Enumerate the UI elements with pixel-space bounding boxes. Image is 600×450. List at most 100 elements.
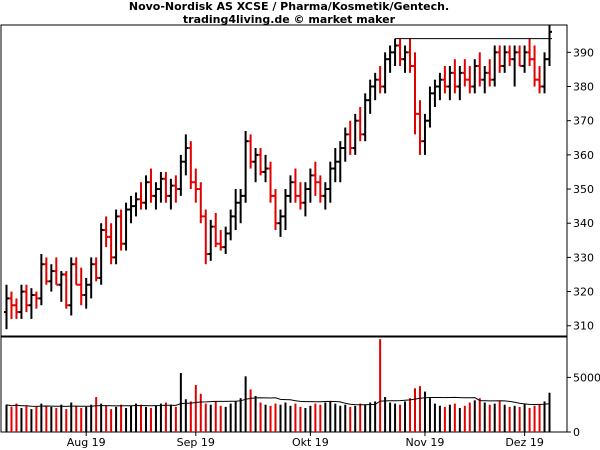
ohlc-bar — [287, 175, 293, 203]
ohlc-bar — [68, 257, 74, 316]
ohlc-bar — [342, 127, 348, 162]
ohlc-bar — [512, 45, 518, 87]
ohlc-bar — [188, 141, 194, 190]
volume-panel-frame — [0, 336, 568, 433]
ohlc-bar — [13, 298, 19, 319]
price-panel-frame — [0, 24, 568, 337]
chart-subtitle: trading4living.de © market maker — [182, 13, 396, 26]
ohlc-bar — [233, 189, 239, 231]
ohlc-bar — [382, 52, 388, 94]
price-tick-label: 330 — [573, 251, 594, 264]
price-tick-label: 340 — [573, 217, 594, 230]
ohlc-bar — [357, 107, 363, 142]
ohlc-bar — [277, 209, 283, 237]
ohlc-bar — [517, 45, 523, 68]
ohlc-bar — [337, 141, 343, 183]
ohlc-bar — [258, 148, 264, 176]
ohlc-bar — [78, 267, 84, 306]
ohlc-bar — [392, 38, 398, 67]
ohlc-bar — [322, 182, 328, 210]
ohlc-bar — [273, 189, 279, 231]
ohlc-bar — [402, 45, 408, 73]
chart-title-block: Novo-Nordisk AS XCSE / Pharma/Kosmetik/G… — [0, 0, 578, 26]
ohlc-bar — [148, 168, 154, 203]
volume-bars — [5, 339, 551, 432]
ohlc-bar — [377, 66, 383, 94]
ohlc-bar — [3, 284, 9, 330]
ohlc-bar — [98, 223, 104, 285]
ohlc-bar — [502, 45, 508, 73]
ohlc-bar — [83, 277, 89, 309]
ohlc-bar — [103, 216, 109, 248]
time-tick-label: Sep 19 — [177, 436, 215, 449]
ohlc-bar — [248, 134, 254, 169]
ohlc-bar — [527, 38, 533, 67]
ohlc-bar — [477, 52, 483, 87]
ohlc-bar — [462, 59, 468, 87]
ohlc-bar — [108, 223, 114, 265]
ohlc-bar — [472, 59, 478, 94]
ohlc-bar — [28, 288, 34, 319]
ohlc-bar — [268, 161, 274, 203]
ohlc-bar — [93, 257, 99, 282]
ohlc-bar — [168, 178, 174, 210]
price-tick-label: 350 — [573, 183, 594, 196]
ohlc-bar — [437, 72, 443, 101]
ohlc-bar — [118, 209, 124, 251]
ohlc-bar — [123, 202, 129, 251]
ohlc-bar — [158, 171, 164, 203]
ohlc-bar — [417, 100, 423, 155]
ohlc-bar — [238, 189, 244, 224]
ohlc-bar — [43, 257, 49, 285]
ohlc-bar — [397, 38, 403, 67]
volume-average-line — [6, 396, 550, 407]
price-tick-label: 360 — [573, 149, 594, 162]
ohlc-bar — [367, 79, 373, 114]
chart-title: Novo-Nordisk AS XCSE / Pharma/Kosmetik/G… — [128, 0, 450, 13]
ohlc-bar — [542, 52, 548, 94]
ohlc-bar — [457, 66, 463, 101]
ohlc-bar — [492, 45, 498, 87]
ohlc-bar — [53, 257, 59, 286]
ohlc-bar — [223, 226, 229, 254]
volume-axis: 0 5000 — [567, 371, 600, 439]
ohlc-bar — [297, 182, 303, 210]
ohlc-bar — [138, 182, 144, 210]
ohlc-bar — [193, 168, 199, 203]
ohlc-bar — [18, 284, 24, 319]
ohlc-bar — [183, 134, 189, 176]
ohlc-bar — [292, 168, 298, 203]
ohlc-bar — [447, 66, 453, 101]
ohlc-bar — [33, 291, 39, 309]
ohlc-bar — [327, 161, 333, 203]
ohlc-bar — [372, 72, 378, 101]
price-tick-label: 370 — [573, 115, 594, 128]
ohlc-bar — [432, 79, 438, 108]
ohlc-bar — [332, 148, 338, 183]
ohlc-bar — [422, 113, 428, 155]
ohlc-bar — [497, 45, 503, 73]
ohlc-bar — [48, 264, 54, 292]
ohlc-bar — [547, 25, 553, 67]
ohlc-bar — [88, 257, 94, 299]
volume-tick-label: 0 — [573, 426, 580, 439]
time-tick-label: Aug 19 — [67, 436, 106, 449]
ohlc-bar — [8, 291, 14, 319]
volume-tick-label: 5000 — [573, 371, 600, 384]
ohlc-bar — [442, 66, 448, 94]
ohlc-bar — [352, 113, 358, 155]
ohlc-bar — [307, 168, 313, 203]
time-tick-label: Nov 19 — [405, 436, 444, 449]
ohlc-bar — [133, 192, 139, 217]
ohlc-bar — [412, 52, 418, 135]
time-tick-label: Dez 19 — [505, 436, 544, 449]
ohlc-bar — [203, 209, 209, 265]
ohlc-bar — [218, 230, 224, 251]
ohlc-bar — [482, 66, 488, 94]
ohlc-bar — [208, 219, 214, 261]
ohlc-bar — [487, 59, 493, 87]
ohlc-bar — [128, 195, 134, 224]
ohlc-bar — [178, 154, 184, 196]
price-tick-label: 390 — [573, 46, 594, 59]
